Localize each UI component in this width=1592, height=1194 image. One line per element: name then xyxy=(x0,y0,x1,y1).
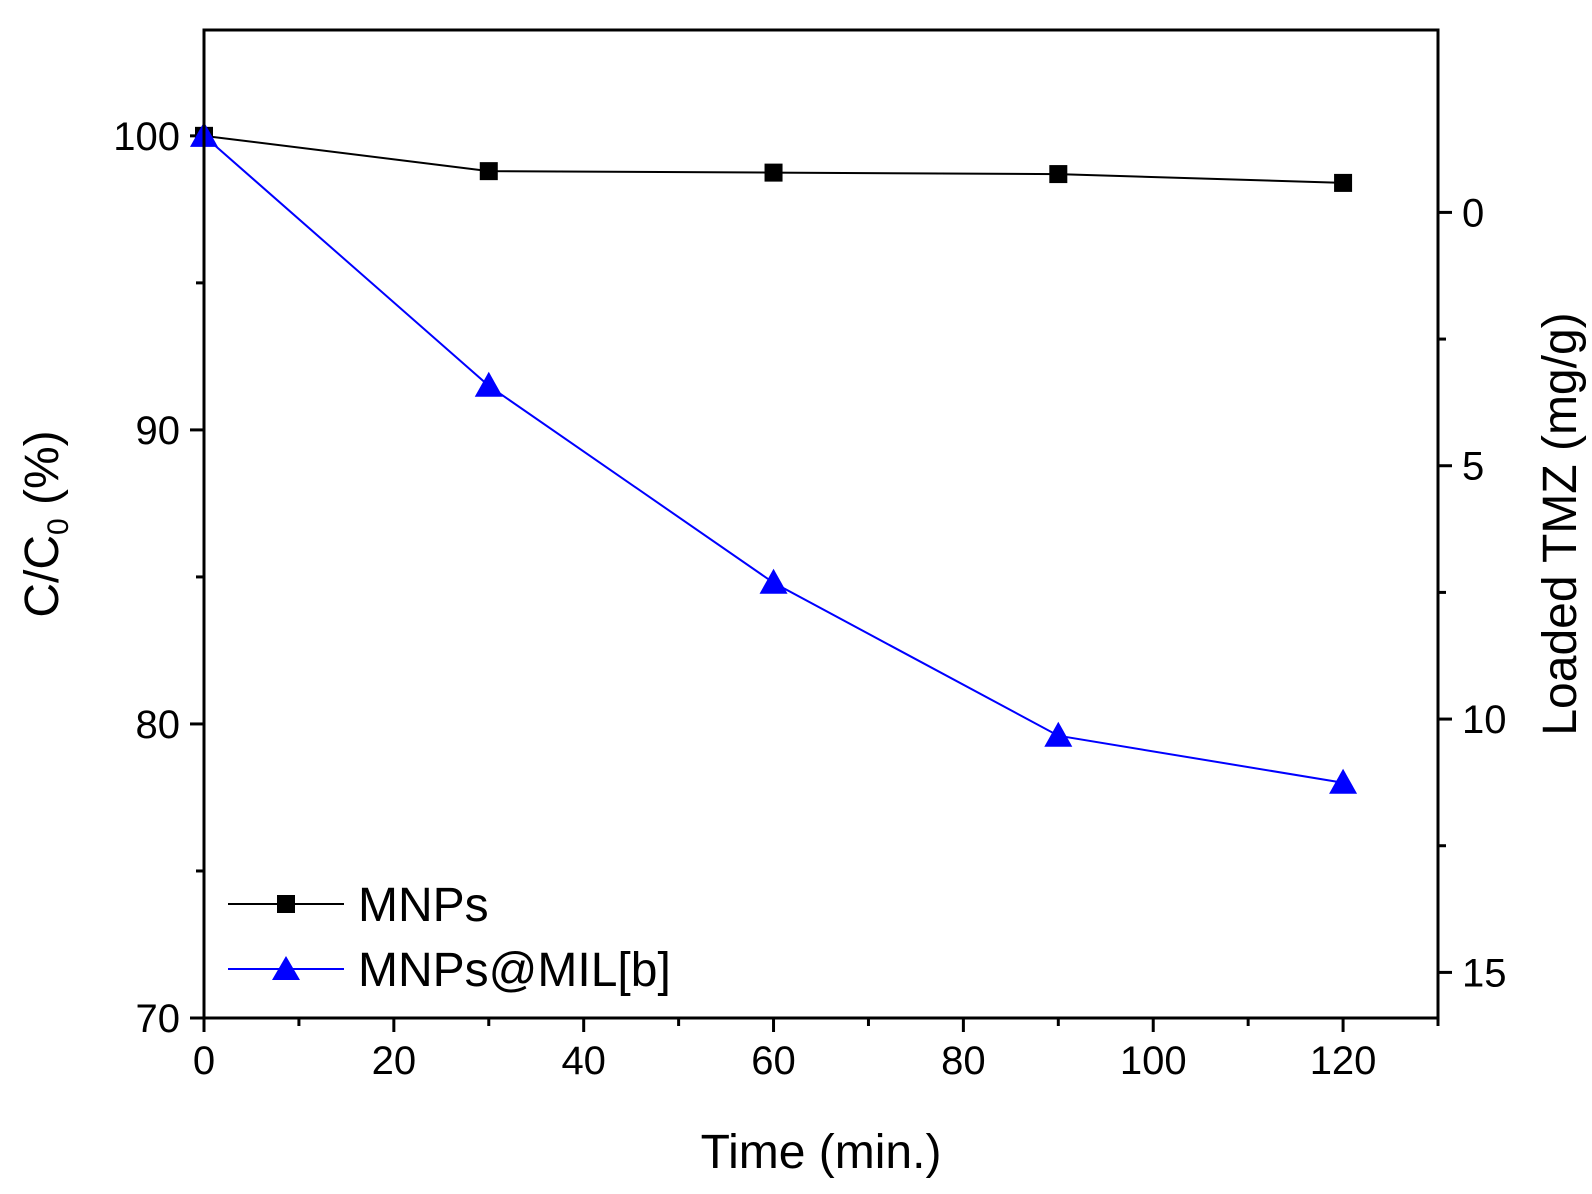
legend-marker-square xyxy=(277,895,295,913)
x-tick-label: 40 xyxy=(561,1039,606,1083)
data-point-triangle xyxy=(1044,721,1073,747)
y2-tick-label: 15 xyxy=(1462,951,1507,995)
series-mnps xyxy=(195,126,1353,192)
y-axis-title-main: C/C xyxy=(16,535,69,618)
x-tick-label: 120 xyxy=(1310,1039,1377,1083)
x-tick-label: 80 xyxy=(941,1039,986,1083)
legend-label-mnps-mil: MNPs@MIL[b] xyxy=(358,944,671,997)
data-point-square xyxy=(479,162,498,181)
legend: MNPs MNPs@MIL[b] xyxy=(228,879,671,997)
series-line xyxy=(203,135,1344,784)
series-layer xyxy=(190,121,1358,794)
y-tick-label: 90 xyxy=(136,409,181,453)
y-tick-label: 70 xyxy=(136,997,181,1041)
data-point-triangle xyxy=(1329,768,1358,794)
x-tick-label: 0 xyxy=(193,1039,215,1083)
legend-item-mnps-mil: MNPs@MIL[b] xyxy=(228,944,671,997)
y-axis-title-subscript: 0 xyxy=(42,518,75,535)
y-tick-label: 100 xyxy=(113,115,180,159)
data-point-triangle xyxy=(474,371,503,397)
tick-labels: 0 20 40 60 80 100 120 70 80 90 100 0 5 10 15 xyxy=(113,115,1506,1083)
y-axis-title-suffix: (%) xyxy=(16,430,69,518)
legend-marker-triangle xyxy=(272,956,300,980)
y2-axis-title: Loaded TMZ (mg/g) xyxy=(1534,312,1587,735)
x-tick-label: 20 xyxy=(372,1039,417,1083)
data-point-square xyxy=(1049,165,1068,184)
x-tick-label: 60 xyxy=(751,1039,796,1083)
y-axis-title: C/C0 (%) xyxy=(16,430,75,617)
y-tick-label: 80 xyxy=(136,703,181,747)
x-tick-label: 100 xyxy=(1120,1039,1187,1083)
data-point-triangle xyxy=(759,568,788,594)
series-mnps-mil xyxy=(190,121,1358,794)
plot-frame xyxy=(202,28,1440,1020)
y2-tick-label: 0 xyxy=(1462,191,1484,235)
legend-item-mnps: MNPs xyxy=(228,879,489,932)
x-axis-title: Time (min.) xyxy=(701,1126,942,1179)
legend-label-mnps: MNPs xyxy=(358,879,489,932)
y2-tick-label: 10 xyxy=(1462,698,1507,742)
y2-tick-label: 5 xyxy=(1462,445,1484,489)
data-point-square xyxy=(764,163,783,182)
data-point-square xyxy=(1334,173,1353,192)
